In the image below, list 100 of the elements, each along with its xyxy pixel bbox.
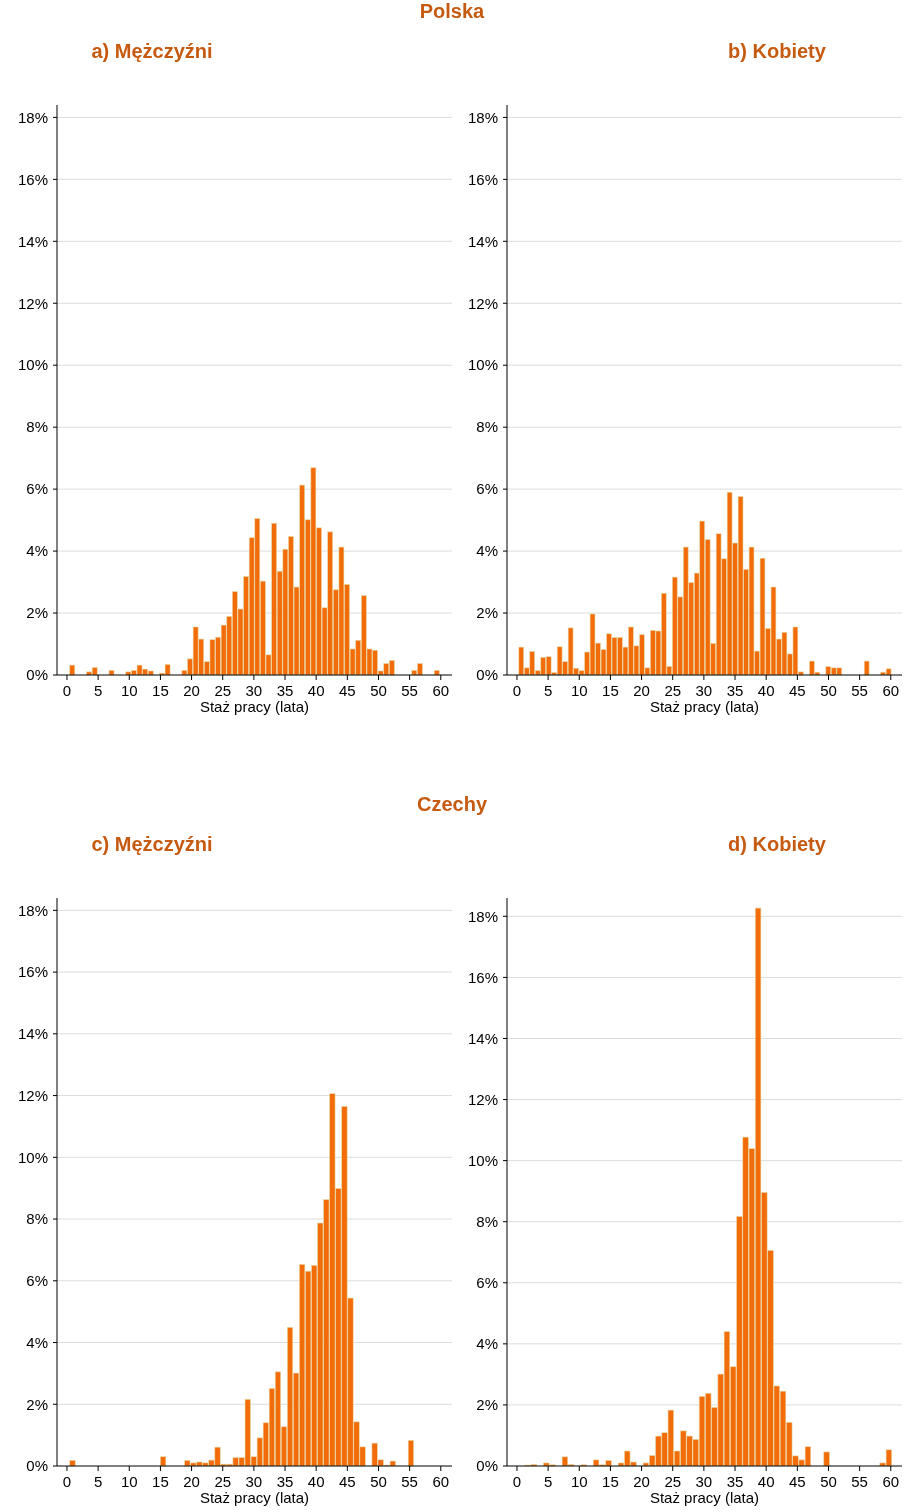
x-tick-label: 25 [664, 1473, 682, 1490]
y-tick-label: 12% [467, 1090, 498, 1108]
y-tick-label: 18% [467, 108, 498, 126]
x-tick-label: 55 [401, 682, 418, 699]
x-tick-label: 50 [820, 682, 837, 699]
x-tick-label: 30 [245, 682, 263, 699]
x-tick-label: 5 [93, 682, 103, 699]
x-tick-label: 45 [338, 682, 356, 699]
y-tick-label: 8% [476, 418, 498, 436]
x-tick-label: 5 [543, 682, 553, 699]
x-tick-label: 55 [851, 682, 868, 699]
y-tick-label: 18% [467, 907, 498, 925]
y-tick-label: 16% [17, 170, 48, 188]
x-tick-label: 0 [512, 682, 522, 699]
x-axis-title: Staż pracy (lata) [649, 698, 760, 715]
x-tick-label: 10 [120, 682, 138, 699]
chart-title: c) Mężczyźni [91, 833, 213, 855]
y-tick-label: 2% [476, 1396, 498, 1414]
y-tick-label: 0% [26, 666, 48, 684]
x-tick-label: 40 [757, 1473, 775, 1490]
x-tick-label: 10 [570, 682, 588, 699]
y-tick-label: 6% [26, 480, 48, 498]
y-tick-label: 16% [17, 963, 48, 981]
x-tick-label: 5 [93, 1473, 103, 1490]
x-tick-label: 20 [633, 1473, 650, 1490]
x-tick-label: 15 [152, 1473, 169, 1490]
x-tick-label: 35 [276, 682, 294, 699]
x-tick-label: 20 [633, 682, 650, 699]
x-tick-label: 55 [401, 1473, 418, 1490]
x-tick-label: 15 [602, 1473, 619, 1490]
y-tick-label: 8% [26, 418, 48, 436]
x-tick-label: 35 [276, 1473, 294, 1490]
y-tick-label: 12% [467, 294, 498, 312]
y-tick-label: 10% [467, 356, 498, 374]
y-tick-label: 14% [467, 1029, 498, 1047]
x-tick-label: 35 [726, 682, 744, 699]
y-tick-label: 4% [476, 1335, 498, 1353]
y-tick-label: 18% [17, 108, 48, 126]
y-tick-label: 2% [476, 604, 498, 622]
x-tick-label: 55 [851, 1473, 868, 1490]
x-tick-label: 30 [695, 1473, 713, 1490]
x-axis-title: Staż pracy (lata) [199, 698, 310, 715]
y-tick-label: 6% [26, 1272, 48, 1290]
y-tick-label: 10% [17, 1148, 48, 1166]
x-tick-label: 0 [512, 1473, 522, 1490]
y-tick-label: 4% [26, 542, 48, 560]
y-tick-label: 8% [26, 1210, 48, 1228]
y-tick-label: 14% [17, 232, 48, 250]
chart-title: a) Mężczyźni [91, 40, 213, 62]
x-tick-label: 30 [695, 682, 713, 699]
x-tick-label: 20 [183, 682, 200, 699]
y-tick-label: 4% [476, 542, 498, 560]
y-tick-label: 10% [17, 356, 48, 374]
y-tick-label: 18% [17, 901, 48, 919]
x-tick-label: 0 [62, 682, 72, 699]
x-tick-label: 60 [432, 1473, 450, 1490]
x-tick-label: 45 [788, 682, 806, 699]
y-tick-label: 16% [467, 968, 498, 986]
x-tick-label: 25 [214, 1473, 232, 1490]
x-tick-label: 40 [307, 1473, 325, 1490]
x-tick-label: 50 [370, 682, 387, 699]
x-tick-label: 60 [882, 1473, 900, 1490]
x-tick-label: 0 [62, 1473, 72, 1490]
x-tick-label: 45 [338, 1473, 356, 1490]
x-tick-label: 10 [120, 1473, 138, 1490]
y-tick-label: 8% [476, 1212, 498, 1230]
y-tick-label: 0% [476, 1457, 498, 1475]
x-tick-label: 20 [183, 1473, 200, 1490]
x-tick-label: 10 [570, 1473, 588, 1490]
x-tick-label: 30 [245, 1473, 263, 1490]
chart-title: d) Kobiety [728, 833, 827, 855]
y-tick-label: 6% [476, 1274, 498, 1292]
y-tick-label: 0% [26, 1457, 48, 1475]
y-tick-label: 16% [467, 170, 498, 188]
y-tick-label: 14% [17, 1025, 48, 1043]
y-tick-label: 10% [467, 1151, 498, 1169]
x-tick-label: 25 [214, 682, 232, 699]
text: Polska [419, 0, 486, 22]
x-axis-title: Staż pracy (lata) [199, 1489, 310, 1506]
y-tick-label: 4% [26, 1333, 48, 1351]
y-tick-label: 12% [17, 1086, 48, 1104]
chart-title: b) Kobiety [728, 40, 827, 62]
y-tick-label: 12% [17, 294, 48, 312]
x-tick-label: 50 [370, 1473, 387, 1490]
y-tick-label: 2% [26, 1395, 48, 1413]
x-tick-label: 35 [726, 1473, 744, 1490]
text: Czechy [416, 793, 488, 815]
y-tick-label: 6% [476, 480, 498, 498]
y-tick-label: 14% [467, 232, 498, 250]
y-tick-label: 0% [476, 666, 498, 684]
x-tick-label: 60 [432, 682, 450, 699]
x-tick-label: 15 [152, 682, 169, 699]
y-tick-label: 2% [26, 604, 48, 622]
x-tick-label: 50 [820, 1473, 837, 1490]
x-tick-label: 5 [543, 1473, 553, 1490]
x-tick-label: 45 [788, 1473, 806, 1490]
x-tick-label: 15 [602, 682, 619, 699]
x-tick-label: 40 [757, 682, 775, 699]
x-tick-label: 25 [664, 682, 682, 699]
x-axis-title: Staż pracy (lata) [649, 1489, 760, 1506]
